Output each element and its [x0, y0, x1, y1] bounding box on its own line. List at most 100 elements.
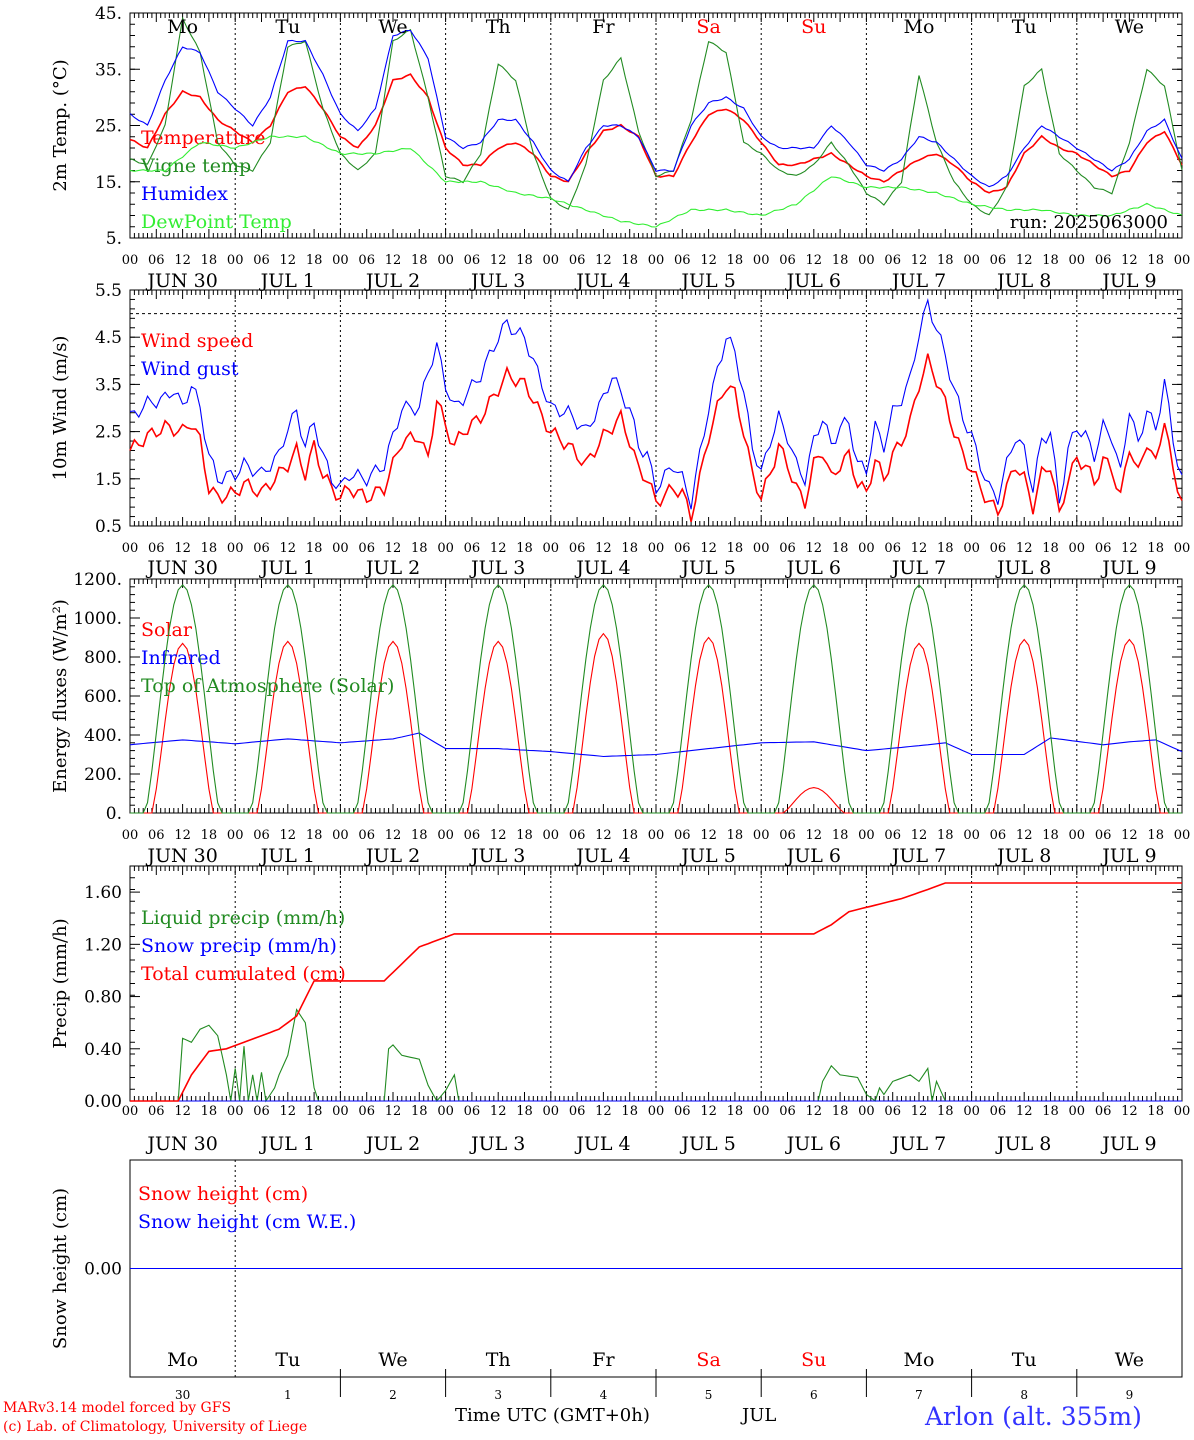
weekday-label: Mo — [167, 16, 198, 38]
hour-label: 12 — [1016, 1104, 1033, 1119]
panel-3: 0. 200. 400. 600. 800. 1000. 1200.Energy fluxe… — [50, 570, 1190, 867]
y-axis-label: 2m Temp. (°C) — [50, 59, 71, 191]
day-number: 5 — [705, 1388, 713, 1402]
date-label: JUL 3 — [469, 1133, 525, 1155]
legend-entry: Snow height (cm W.E.) — [138, 1211, 356, 1233]
hour-label: 18 — [306, 1104, 323, 1119]
hour-label: 12 — [1121, 1104, 1138, 1119]
hour-label: 00 — [753, 828, 770, 843]
legend-entry: Total cumulated (cm) — [141, 963, 346, 985]
date-label: JUL 7 — [890, 270, 946, 292]
hour-label: 18 — [1042, 828, 1059, 843]
credit-line: (c) Lab. of Climatology, University of L… — [3, 1419, 308, 1435]
date-label: JUL 7 — [890, 1133, 946, 1155]
day-number: 7 — [915, 1388, 923, 1402]
hour-label: 12 — [1016, 253, 1033, 268]
hour-label: 06 — [990, 253, 1007, 268]
hour-label: 00 — [963, 541, 980, 556]
hour-label: 06 — [1095, 828, 1112, 843]
hour-label: 18 — [1042, 253, 1059, 268]
hour-label: 12 — [700, 541, 717, 556]
hour-label: 12 — [490, 253, 507, 268]
hour-label: 12 — [911, 828, 928, 843]
hour-label: 00 — [332, 541, 349, 556]
y-tick-label: 400. — [84, 726, 122, 746]
hour-label: 00 — [122, 828, 139, 843]
y-tick-label: 800. — [84, 648, 122, 668]
weekday-label: Tu — [1012, 16, 1037, 38]
date-label: JUL 7 — [890, 845, 946, 867]
weekday-label: Sa — [696, 16, 720, 38]
hour-label: 06 — [569, 541, 586, 556]
date-label: JUL 6 — [785, 845, 841, 867]
y-tick-label: 0.00 — [84, 1092, 122, 1112]
weekday-label: Tu — [1012, 1349, 1037, 1371]
y-tick-label: 3.5 — [95, 375, 122, 395]
time-axis-label: Time UTC (GMT+0h) — [455, 1405, 650, 1426]
hour-label: 00 — [543, 1104, 560, 1119]
hour-ticks — [129, 13, 1183, 238]
date-label: JUL 1 — [259, 270, 315, 292]
day-number: 4 — [600, 1388, 608, 1402]
hour-label: 12 — [280, 253, 297, 268]
date-label: JUL 3 — [469, 845, 525, 867]
weekday-label: Su — [801, 1349, 826, 1371]
hour-label: 00 — [1174, 541, 1191, 556]
date-label: JUL 8 — [995, 845, 1051, 867]
legend-entry: Temperature — [141, 127, 265, 149]
hour-label: 18 — [1042, 1104, 1059, 1119]
hour-label: 18 — [1147, 253, 1164, 268]
hour-label: 12 — [1016, 828, 1033, 843]
hour-label: 06 — [464, 1104, 481, 1119]
hour-label: 12 — [700, 253, 717, 268]
hour-label: 06 — [884, 253, 901, 268]
hour-label: 00 — [753, 541, 770, 556]
legend-entry: Humidex — [141, 183, 228, 205]
hour-label: 00 — [1174, 828, 1191, 843]
hour-label: 18 — [621, 253, 638, 268]
date-label: JUL 4 — [574, 270, 630, 292]
y-tick-label: 200. — [84, 765, 122, 785]
hour-label: 18 — [937, 828, 954, 843]
weekday-label: Sa — [696, 1349, 720, 1371]
hour-label: 12 — [490, 828, 507, 843]
hour-label: 00 — [227, 541, 244, 556]
legend-entry: Liquid precip (mm/h) — [141, 907, 345, 929]
hour-label: 06 — [253, 541, 270, 556]
series-line — [129, 297, 1183, 510]
hour-label: 12 — [280, 541, 297, 556]
series-line — [129, 353, 1183, 522]
hour-label: 18 — [832, 828, 849, 843]
hour-label: 18 — [411, 253, 428, 268]
hour-label: 18 — [727, 253, 744, 268]
hour-label: 06 — [253, 828, 270, 843]
date-label: JUL 2 — [364, 557, 420, 579]
hour-label: 12 — [174, 541, 191, 556]
date-label: JUL 3 — [469, 557, 525, 579]
date-label: JUN 30 — [145, 557, 217, 579]
hour-label: 00 — [543, 828, 560, 843]
legend-entry: Solar — [141, 619, 193, 641]
legend-entry: Top of Atmosphere (Solar) — [141, 675, 394, 697]
hour-label: 12 — [911, 1104, 928, 1119]
hour-label: 00 — [332, 1104, 349, 1119]
date-label: JUL 5 — [679, 845, 735, 867]
hour-label: 06 — [148, 828, 165, 843]
legend-entry: Infrared — [141, 647, 221, 669]
hour-label: 18 — [621, 828, 638, 843]
hour-label: 00 — [1069, 828, 1086, 843]
model-credit: MARv3.14 model forced by GFS (c) Lab. of… — [3, 1399, 307, 1437]
y-axis-label: Precip (mm/h) — [50, 918, 71, 1048]
hour-label: 06 — [464, 253, 481, 268]
date-label: JUN 30 — [145, 1133, 217, 1155]
legend-entry: DewPoint Temp — [141, 211, 292, 233]
weekday-label: Su — [801, 16, 826, 38]
hour-label: 12 — [385, 828, 402, 843]
hour-label: 18 — [516, 253, 533, 268]
y-tick-label: 25. — [95, 117, 122, 137]
date-label: JUL 9 — [1100, 845, 1156, 867]
hour-label: 00 — [543, 253, 560, 268]
weekday-label: Mo — [904, 1349, 935, 1371]
series-line — [129, 16, 1183, 216]
hour-label: 00 — [963, 828, 980, 843]
